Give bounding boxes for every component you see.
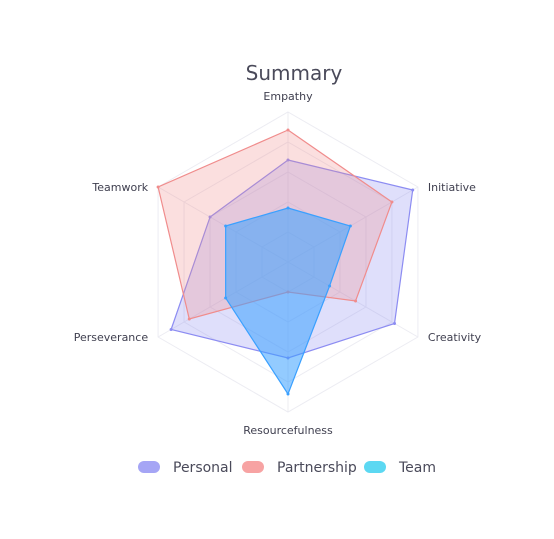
axis-labels: Empathy Initiative Creativity Resourcefulne… [74, 90, 482, 437]
legend-label: Team [398, 460, 436, 476]
data-point[interactable] [286, 128, 290, 132]
data-point[interactable] [286, 158, 290, 162]
data-point[interactable] [348, 224, 352, 228]
legend-item-team[interactable]: Team [364, 460, 436, 476]
legend-swatch [138, 461, 160, 473]
data-point[interactable] [286, 206, 290, 210]
series-layer [156, 128, 415, 396]
data-point[interactable] [354, 299, 358, 303]
data-point[interactable] [224, 296, 228, 300]
chart-title: Summary [246, 61, 343, 85]
legend-item-personal[interactable]: Personal [138, 460, 233, 476]
data-point[interactable] [328, 284, 332, 288]
data-point[interactable] [156, 185, 160, 189]
data-point[interactable] [224, 224, 228, 228]
legend[interactable]: Personal Partnership Team [138, 460, 436, 476]
legend-item-partnership[interactable]: Partnership [242, 460, 357, 476]
data-point[interactable] [286, 392, 290, 396]
data-point[interactable] [390, 200, 394, 204]
data-point[interactable] [169, 328, 173, 331]
legend-swatch [364, 461, 386, 473]
legend-label: Personal [173, 460, 233, 476]
data-point[interactable] [393, 322, 397, 325]
data-point[interactable] [208, 215, 212, 219]
legend-label: Partnership [277, 460, 357, 476]
axis-label-initiative: Initiative [428, 181, 476, 194]
axis-label-creativity: Creativity [428, 331, 482, 344]
data-point[interactable] [411, 188, 415, 192]
legend-swatch [242, 461, 264, 473]
axis-label-teamwork: Teamwork [91, 181, 148, 194]
data-point[interactable] [187, 317, 191, 321]
axis-label-perseverance: Perseverance [74, 331, 149, 344]
axis-label-resourcefulness: Resourcefulness [243, 424, 333, 437]
axis-label-empathy: Empathy [263, 90, 313, 103]
